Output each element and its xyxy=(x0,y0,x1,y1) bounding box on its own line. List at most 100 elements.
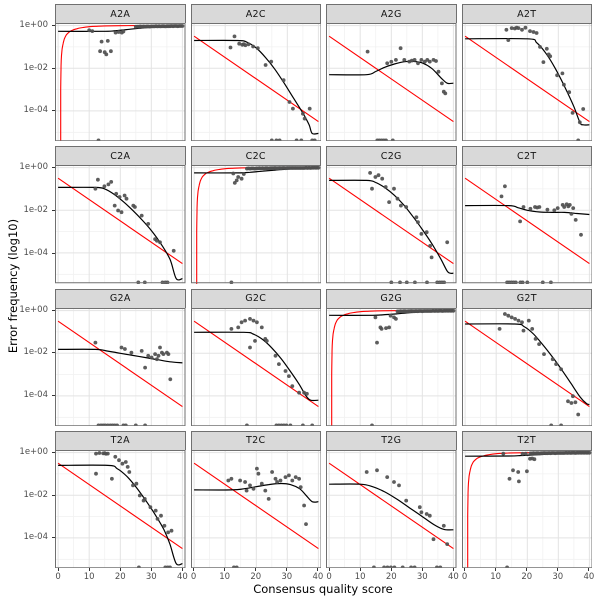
x-tick-mark xyxy=(193,568,195,571)
panel-border xyxy=(461,449,592,568)
y-tick-label: 1e-04 xyxy=(23,105,48,116)
facet-panel-A2A: A2A xyxy=(55,4,186,142)
smooth-line xyxy=(58,348,183,363)
gridlines xyxy=(461,23,592,142)
x-tick-mark xyxy=(328,568,330,571)
panel-border xyxy=(55,165,186,284)
y-tick-label: 1e+00 xyxy=(19,446,48,457)
facet-strip-G2A: G2A xyxy=(55,288,186,308)
facet-panel-G2T: G2T xyxy=(461,288,592,426)
facet-panel-A2G: A2G xyxy=(326,4,457,142)
x-tick-mark xyxy=(286,568,288,571)
reference-line xyxy=(57,177,183,265)
facet-plot-C2C xyxy=(190,165,321,284)
reference-line xyxy=(328,177,454,265)
gridlines xyxy=(55,449,186,568)
scatter-points xyxy=(93,178,176,284)
facet-strip-T2C: T2C xyxy=(190,430,321,450)
x-tick-label: 30 xyxy=(416,572,428,582)
facet-panel-G2A: G2A xyxy=(55,288,186,426)
facet-panel-A2C: A2C xyxy=(190,4,321,142)
smooth-line xyxy=(193,39,318,135)
y-tick-label: 1e+00 xyxy=(19,162,48,173)
panel-border xyxy=(326,165,457,284)
x-tick-label: 40 xyxy=(583,572,595,582)
facet-plot-A2A xyxy=(55,23,186,142)
facet-panel-T2T: T2T xyxy=(461,430,592,568)
panel-border xyxy=(190,23,321,142)
reference-line xyxy=(464,177,590,265)
facet-strip-C2T: C2T xyxy=(461,146,592,166)
panel-border xyxy=(461,165,592,284)
reference-line xyxy=(193,35,319,123)
gridlines xyxy=(190,307,321,426)
x-tick-label: 40 xyxy=(312,572,324,582)
facet-plot-A2T xyxy=(461,23,592,142)
scatter-points xyxy=(94,450,174,568)
gridlines xyxy=(55,165,186,284)
reference-line xyxy=(193,462,319,549)
x-tick-mark xyxy=(464,568,466,571)
x-tick-mark xyxy=(224,568,226,571)
x-tick-label: 20 xyxy=(521,572,533,582)
x-tick-mark xyxy=(359,568,361,571)
facet-plot-A2G xyxy=(326,23,457,142)
y-tick-label: 1e-04 xyxy=(23,247,48,258)
x-tick-mark xyxy=(390,568,392,571)
y-tick-label: 1e-04 xyxy=(23,389,48,400)
panel-border xyxy=(55,449,186,568)
facet-plot-T2A xyxy=(55,449,186,568)
scatter-points xyxy=(500,450,591,568)
x-tick-mark xyxy=(452,568,454,571)
smooth-line xyxy=(58,186,183,281)
x-tick-label: 20 xyxy=(114,572,126,582)
facet-plot-G2A xyxy=(55,307,186,426)
x-tick-mark xyxy=(526,568,528,571)
y-tick-mark xyxy=(51,67,55,69)
y-tick-mark xyxy=(51,309,55,311)
gridlines xyxy=(326,165,457,284)
smooth-line xyxy=(464,37,589,126)
facet-strip-G2C: G2C xyxy=(190,288,321,308)
gridlines xyxy=(55,23,186,142)
facet-strip-C2G: C2G xyxy=(326,146,457,166)
y-tick-mark xyxy=(51,110,55,112)
y-tick-label: 1e-04 xyxy=(23,532,48,543)
x-tick-mark xyxy=(588,568,590,571)
y-tick-label: 1e+00 xyxy=(19,304,48,315)
reference-line xyxy=(195,167,318,284)
x-tick-mark xyxy=(181,568,183,571)
panel-border xyxy=(55,307,186,426)
x-tick-label: 10 xyxy=(354,572,366,582)
facet-panel-C2A: C2A xyxy=(55,146,186,284)
facet-plot-G2T xyxy=(461,307,592,426)
facet-strip-C2A: C2A xyxy=(55,146,186,166)
gridlines xyxy=(190,449,321,568)
x-tick-label: 0 xyxy=(326,572,332,582)
x-tick-mark xyxy=(317,568,319,571)
facet-panel-C2C: C2C xyxy=(190,146,321,284)
facet-plot-T2T xyxy=(461,449,592,568)
reference-line xyxy=(57,462,183,549)
facet-panel-T2A: T2A xyxy=(55,430,186,568)
facet-plot-G2G xyxy=(326,307,457,426)
smooth-line xyxy=(329,483,454,531)
smooth-line xyxy=(329,179,454,275)
y-tick-label: 1e+00 xyxy=(19,20,48,31)
facet-plot-C2G xyxy=(326,165,457,284)
reference-line xyxy=(331,309,454,426)
y-tick-mark xyxy=(51,210,55,211)
y-tick-label: 1e-02 xyxy=(23,205,48,215)
scatter-points xyxy=(370,308,456,426)
y-tick-mark xyxy=(51,451,55,453)
x-tick-label: 0 xyxy=(55,572,61,582)
y-tick-label: 1e-02 xyxy=(23,347,48,358)
scatter-points xyxy=(229,166,320,284)
y-tick-label: 1e-02 xyxy=(23,62,48,73)
reference-line xyxy=(60,25,183,142)
panel-border xyxy=(55,23,186,142)
x-tick-label: 10 xyxy=(490,572,502,582)
facet-plot-G2C xyxy=(190,307,321,426)
reference-line xyxy=(464,35,590,123)
